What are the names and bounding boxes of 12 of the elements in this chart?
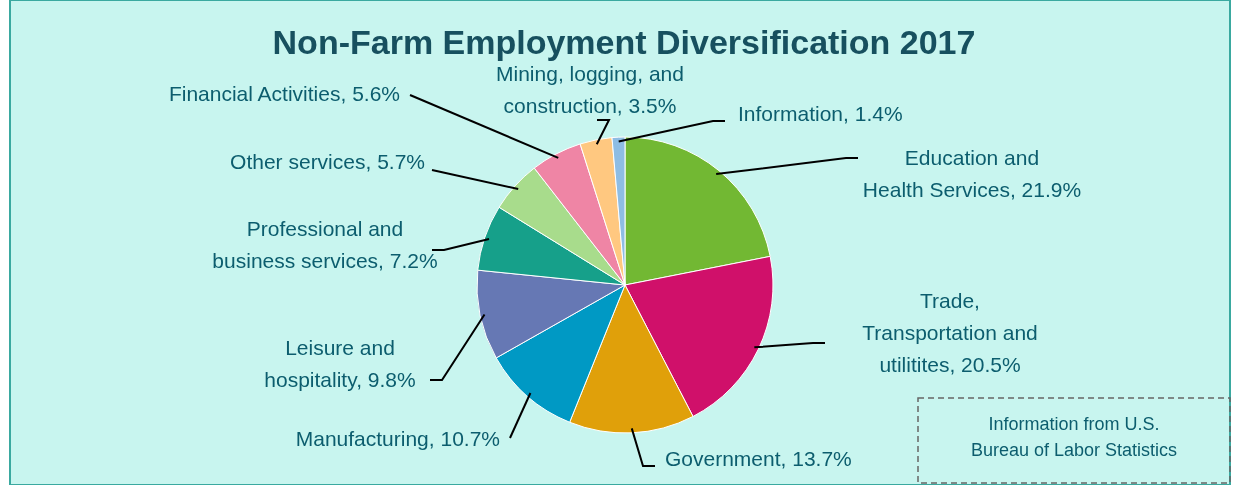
slice-label: Information, 1.4% (738, 102, 903, 125)
chart-title: Non-Farm Employment Diversification 2017 (272, 23, 976, 61)
slice-label: Other services, 5.7% (230, 150, 425, 173)
slice-label: Professional and business services, 7.2% (212, 217, 438, 272)
slice-label: Leisure and hospitality, 9.8% (264, 336, 416, 391)
text: Information from U.S. Bureau of Labor Statistics (970, 414, 1178, 460)
slice-label: Government, 13.7% (665, 447, 852, 470)
slice-label: Financial Activities, 5.6% (168, 82, 400, 105)
slice-label: Mining, logging, and construction, 3.5% (496, 62, 684, 117)
slice-label: Trade, Transportation and utilitites, 20.5% (862, 289, 1038, 376)
slice-label: Education and Health Services, 21.9% (862, 146, 1082, 201)
slice-label: Manufacturing, 10.7% (295, 427, 500, 450)
